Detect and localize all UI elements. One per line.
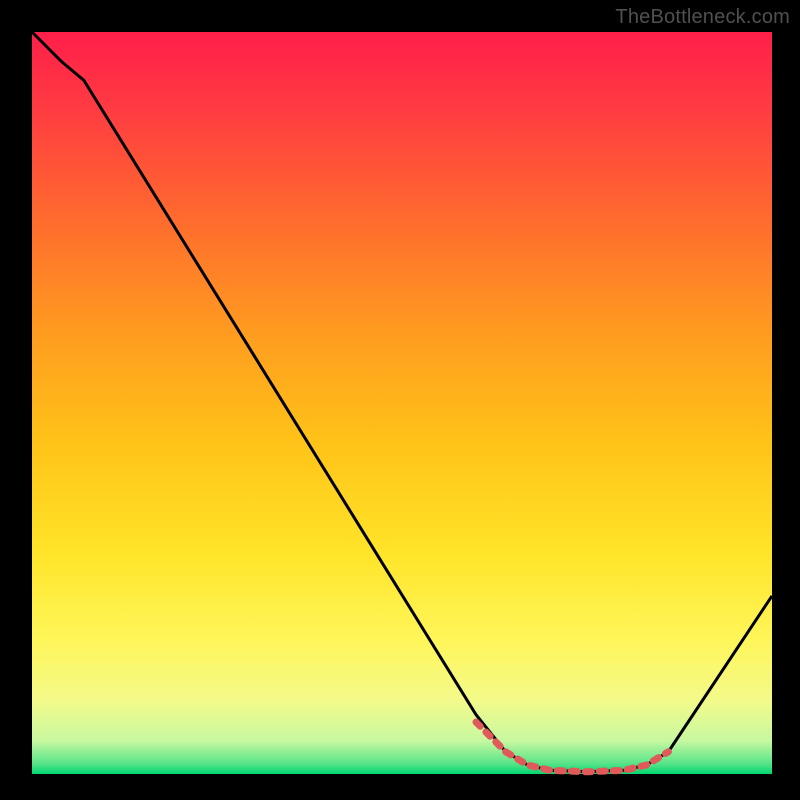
chart-container: TheBottleneck.com <box>0 0 800 800</box>
watermark-text: TheBottleneck.com <box>615 6 790 29</box>
bottleneck-chart <box>0 0 800 800</box>
plot-background <box>32 32 772 774</box>
